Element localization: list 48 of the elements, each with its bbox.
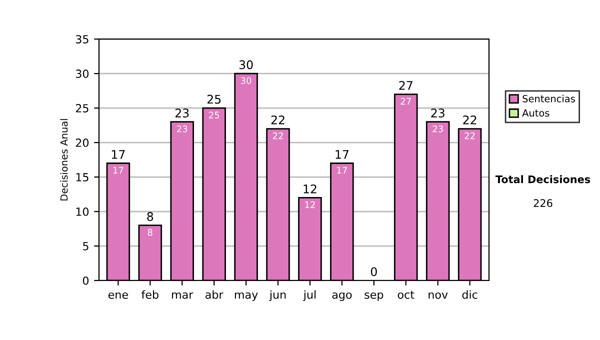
data-label: 30 — [240, 77, 252, 84]
y-tick-label: 30 — [76, 70, 89, 78]
text: 226 — [534, 199, 552, 208]
y-tick-label: 15 — [76, 173, 88, 182]
x-tick-label: jun — [269, 290, 286, 301]
total-label: 27 — [399, 80, 412, 90]
total-label: 30 — [239, 60, 253, 70]
total-label: 12 — [304, 184, 316, 194]
x-tick-label: oct — [398, 290, 414, 299]
y-axis-title: Decisiones Anual — [60, 119, 68, 200]
x-tick-label: dic — [462, 290, 478, 299]
data-label: 22 — [464, 132, 475, 140]
y-tick-label: 5 — [83, 242, 88, 250]
y-tick-label: 10 — [76, 208, 89, 216]
y-tick-label: 20 — [76, 138, 89, 147]
data-label: 17 — [337, 166, 347, 174]
total-label: 23 — [175, 108, 189, 118]
x-tick-label: jul — [303, 290, 316, 301]
text: Total Decisiones — [495, 175, 590, 184]
total-label: 22 — [463, 115, 476, 124]
y-tick-label: 0 — [82, 276, 89, 285]
data-label: 17 — [113, 166, 124, 174]
total-label: 17 — [336, 150, 348, 159]
x-tick-label: ago — [332, 292, 352, 301]
data-label: 23 — [432, 125, 443, 132]
total-label: 22 — [271, 115, 284, 124]
x-tick-label: feb — [142, 290, 158, 299]
total-label: 17 — [112, 150, 125, 159]
data-label: 12 — [305, 201, 315, 208]
data-label: 25 — [209, 112, 220, 119]
total-label: 0 — [370, 267, 377, 276]
x-tick-label: may — [234, 292, 258, 301]
y-tick-label: 35 — [76, 35, 88, 44]
total-label: 23 — [431, 108, 444, 118]
data-label: 23 — [177, 125, 188, 132]
total-label: 25 — [207, 94, 221, 104]
data-label: 27 — [400, 98, 411, 105]
data-label: 8 — [148, 228, 152, 236]
total-label: 8 — [147, 212, 154, 221]
legend-label: Autos — [522, 109, 550, 117]
legend-label: Sentencias — [522, 94, 575, 102]
x-tick-label: nov — [428, 292, 448, 299]
x-tick-label: abr — [206, 290, 224, 299]
x-tick-label: mar — [172, 292, 194, 299]
x-tick-label: sep — [364, 292, 384, 301]
data-label: 22 — [272, 132, 283, 140]
x-tick-label: ene — [108, 292, 128, 299]
y-tick-label: 25 — [76, 104, 88, 112]
